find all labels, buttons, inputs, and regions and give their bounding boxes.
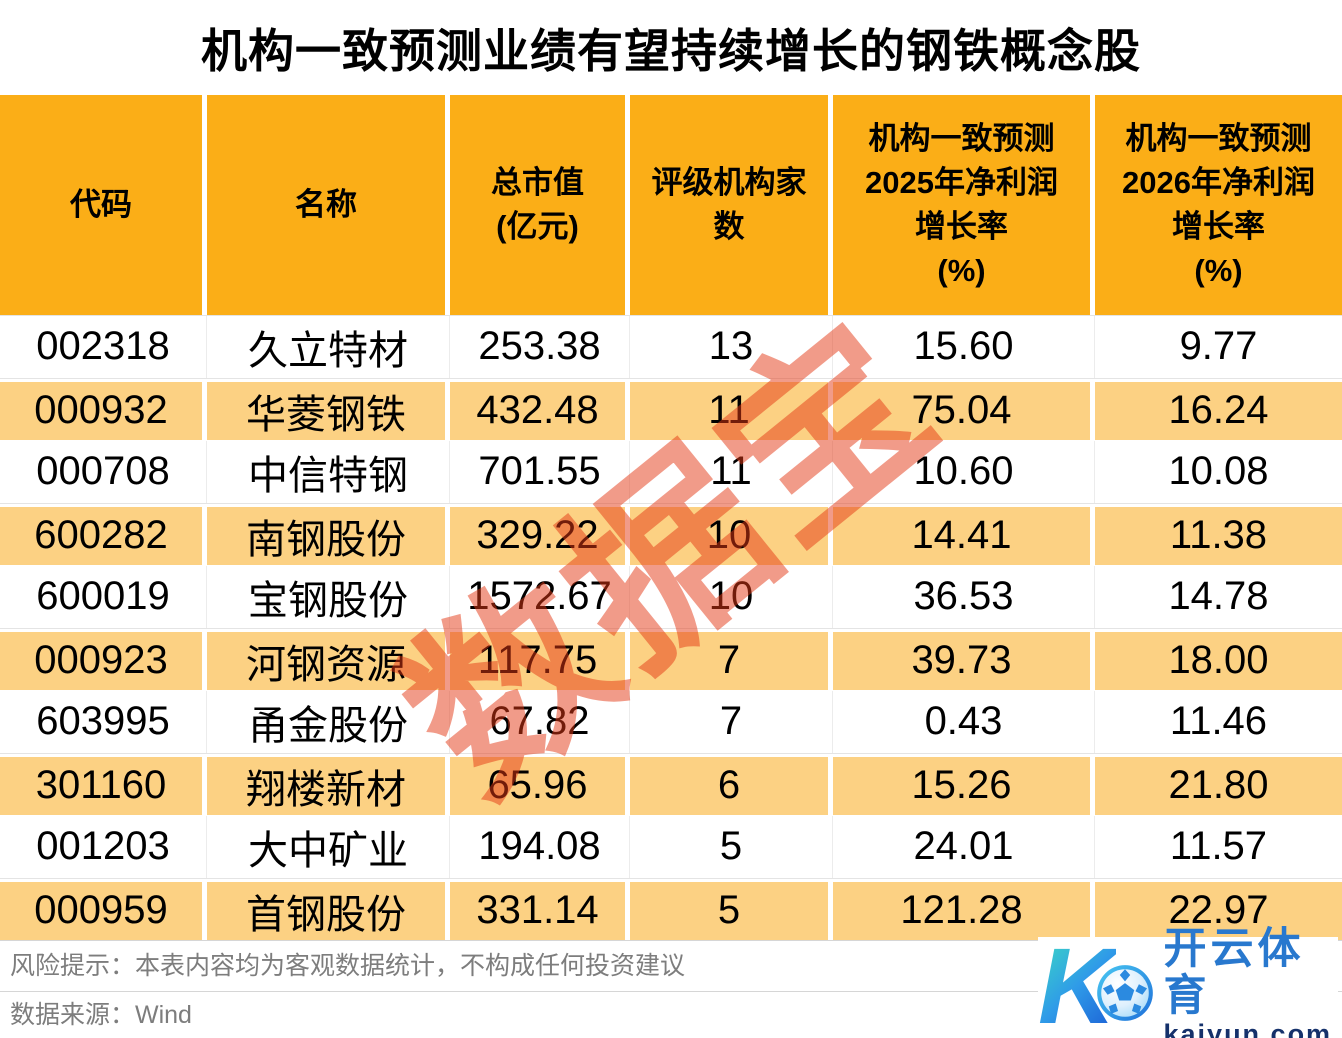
table-row: 301160 翔楼新材 65.96 6 15.26 21.80 — [0, 752, 1342, 818]
cell-agencies: 10 — [630, 566, 833, 628]
risk-note: 风险提示：本表内容均为客观数据统计，不构成任何投资建议 — [10, 952, 686, 980]
cell-agencies: 5 — [630, 816, 833, 878]
cell-name: 河钢资源 — [207, 628, 450, 693]
cell-cap: 432.48 — [450, 378, 630, 443]
cell-g2026: 22.97 — [1095, 878, 1342, 943]
cell-g2025: 14.41 — [833, 503, 1095, 568]
soccer-ball-icon — [1096, 965, 1153, 1021]
cell-cap: 1572.67 — [450, 566, 630, 628]
header-cell-g2026: 机构一致预测 2026年净利润 增长率 (%) — [1095, 95, 1342, 315]
kaiyun-k-mark: K — [1038, 932, 1153, 1038]
cell-agencies: 10 — [630, 503, 833, 568]
cell-cap: 194.08 — [450, 816, 630, 878]
header-cell-code: 代码 — [0, 95, 207, 315]
cell-g2026: 18.00 — [1095, 628, 1342, 693]
table-row: 600282 南钢股份 329.22 10 14.41 11.38 — [0, 502, 1342, 568]
cell-agencies: 6 — [630, 753, 833, 818]
cell-agencies: 11 — [630, 441, 833, 503]
cell-g2025: 10.60 — [833, 441, 1095, 503]
cell-g2025: 15.26 — [833, 753, 1095, 818]
table-row: 603995 甬金股份 67.82 7 0.43 11.46 — [0, 690, 1342, 753]
table-row: 001203 大中矿业 194.08 5 24.01 11.57 — [0, 815, 1342, 878]
table-row: 000959 首钢股份 331.14 5 121.28 22.97 — [0, 877, 1342, 943]
cell-code: 001203 — [0, 816, 207, 878]
kaiyun-logo[interactable]: K — [1038, 926, 1338, 1038]
page-title: 机构一致预测业绩有望持续增长的钢铁概念股 — [201, 24, 1141, 77]
cell-code: 603995 — [0, 691, 207, 753]
cell-code: 600282 — [0, 503, 207, 568]
cell-code: 000923 — [0, 628, 207, 693]
cell-code: 000932 — [0, 378, 207, 443]
cell-g2025: 24.01 — [833, 816, 1095, 878]
cell-code: 000959 — [0, 878, 207, 943]
cell-agencies: 7 — [630, 691, 833, 753]
cell-name: 大中矿业 — [207, 816, 450, 878]
cell-name: 首钢股份 — [207, 878, 450, 943]
cell-agencies: 13 — [630, 316, 833, 378]
cell-cap: 329.22 — [450, 503, 630, 568]
cell-name: 中信特钢 — [207, 441, 450, 503]
cell-g2026: 9.77 — [1095, 316, 1342, 378]
cell-code: 002318 — [0, 316, 207, 378]
table-row: 600019 宝钢股份 1572.67 10 36.53 14.78 — [0, 565, 1342, 628]
cell-cap: 67.82 — [450, 691, 630, 753]
cell-name: 宝钢股份 — [207, 566, 450, 628]
cell-agencies: 5 — [630, 878, 833, 943]
cell-g2025: 75.04 — [833, 378, 1095, 443]
header-cell-name: 名称 — [207, 95, 450, 315]
stocks-table: 代码 名称 总市值 (亿元) 评级机构家 数机构一致预测 2025年净利润 增长率 (… — [0, 95, 1342, 943]
cell-code: 600019 — [0, 566, 207, 628]
footer-divider — [0, 991, 1342, 992]
cell-name: 南钢股份 — [207, 503, 450, 568]
table-row: 000708 中信特钢 701.55 11 10.60 10.08 — [0, 440, 1342, 503]
page-title-bar: 机构一致预测业绩有望持续增长的钢铁概念股 — [0, 0, 1342, 95]
footer: 风险提示：本表内容均为客观数据统计，不构成任何投资建议 数据来源：Wind K — [0, 926, 1342, 1038]
cell-cap: 117.75 — [450, 628, 630, 693]
cell-g2025: 121.28 — [833, 878, 1095, 943]
table-row: 002318 久立特材 253.38 13 15.60 9.77 — [0, 315, 1342, 378]
cell-agencies: 11 — [630, 378, 833, 443]
cell-name: 华菱钢铁 — [207, 378, 450, 443]
cell-cap: 253.38 — [450, 316, 630, 378]
table-header-row: 代码 名称 总市值 (亿元) 评级机构家 数机构一致预测 2025年净利润 增长率 (… — [0, 95, 1342, 315]
cell-g2025: 15.60 — [833, 316, 1095, 378]
header-cell-g2025: 机构一致预测 2025年净利润 增长率 (%) — [833, 95, 1095, 315]
cell-name: 久立特材 — [207, 316, 450, 378]
cell-g2026: 11.46 — [1095, 691, 1342, 753]
logo-brand-text: 开云体育 — [1163, 925, 1305, 1020]
table-body: 002318 久立特材 253.38 13 15.60 9.77 000932 华菱钢铁 432… — [0, 315, 1342, 943]
cell-cap: 701.55 — [450, 441, 630, 503]
cell-g2026: 11.57 — [1095, 816, 1342, 878]
cell-g2025: 36.53 — [833, 566, 1095, 628]
header-cell-cap: 总市值 (亿元) — [450, 95, 630, 315]
cell-cap: 65.96 — [450, 753, 630, 818]
cell-code: 000708 — [0, 441, 207, 503]
cell-name: 翔楼新材 — [207, 753, 450, 818]
cell-cap: 331.14 — [450, 878, 630, 943]
logo-domain-text: kaiyun.com — [1163, 1018, 1333, 1038]
logo-text-block: 开云体育 kaiyun.com — [1164, 926, 1338, 1038]
cell-g2026: 10.08 — [1095, 441, 1342, 503]
cell-g2026: 14.78 — [1095, 566, 1342, 628]
cell-g2026: 16.24 — [1095, 378, 1342, 443]
cell-g2026: 21.80 — [1095, 753, 1342, 818]
cell-g2025: 0.43 — [833, 691, 1095, 753]
cell-g2025: 39.73 — [833, 628, 1095, 693]
table-row: 000923 河钢资源 117.75 7 39.73 18.00 — [0, 627, 1342, 693]
data-source: 数据来源：Wind — [10, 1001, 192, 1029]
table-row: 000932 华菱钢铁 432.48 11 75.04 16.24 — [0, 377, 1342, 443]
header-cell-agencies: 评级机构家 数 — [630, 95, 833, 315]
cell-agencies: 7 — [630, 628, 833, 693]
cell-name: 甬金股份 — [207, 691, 450, 753]
cell-code: 301160 — [0, 753, 207, 818]
cell-g2026: 11.38 — [1095, 503, 1342, 568]
